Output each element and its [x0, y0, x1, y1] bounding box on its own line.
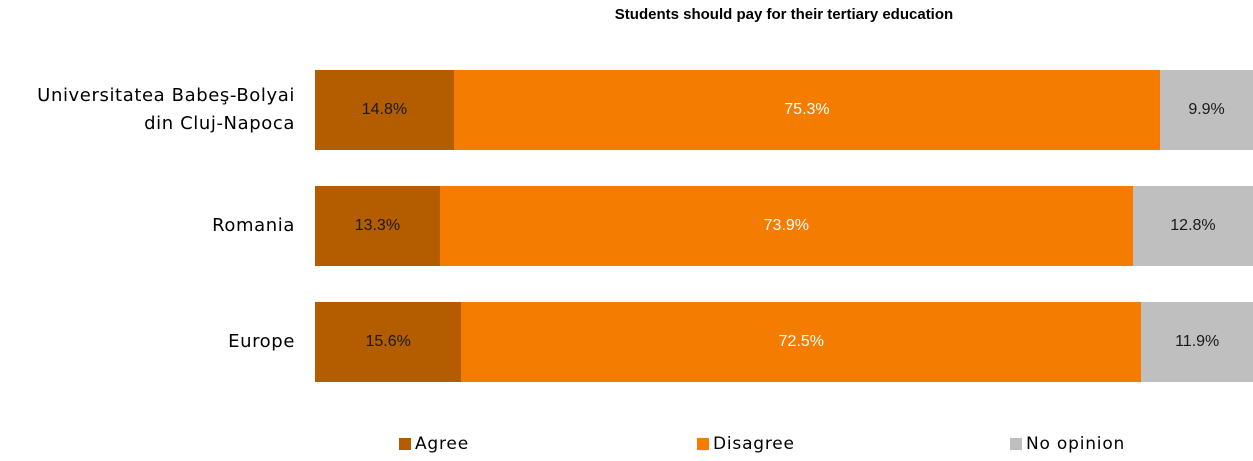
category-label-line: Europe — [228, 331, 295, 352]
data-label: 13.3% — [354, 217, 401, 234]
bar-segment-disagree — [453, 70, 1161, 150]
chart-title: Students should pay for their tertiary e… — [614, 6, 954, 23]
category-label: Romania — [212, 212, 295, 240]
bar-segment-agree — [315, 70, 454, 150]
data-label: 14.8% — [361, 101, 408, 118]
data-label: 12.8% — [1170, 217, 1216, 234]
data-label: 11.9% — [1175, 333, 1220, 350]
category-label-line: din Cluj-Napoca — [144, 113, 295, 134]
legend-label: No opinion — [1026, 434, 1126, 454]
bar-segment-agree — [315, 302, 462, 382]
data-label: 75.3% — [784, 101, 830, 118]
legend-swatch — [1010, 438, 1022, 450]
legend-swatch — [399, 438, 411, 450]
legend-item: Agree — [399, 432, 469, 456]
bar-segment-no-opinion — [1160, 70, 1253, 150]
bar-segment-no-opinion — [1141, 302, 1253, 382]
data-label: 72.5% — [778, 333, 825, 350]
bar-segment-disagree — [461, 302, 1142, 382]
bar-segment-agree — [315, 186, 440, 266]
legend-swatch — [697, 438, 709, 450]
legend: Agree Disagree No opinion — [0, 432, 1253, 456]
category-label-line: Romania — [212, 215, 295, 236]
bar-segment-no-opinion — [1132, 186, 1253, 266]
data-label: 73.9% — [763, 217, 810, 234]
legend-label: Agree — [415, 434, 469, 454]
category-label: Europe — [228, 328, 295, 356]
legend-label: Disagree — [713, 434, 795, 454]
category-label: Universitatea Babeş-Bolyai din Cluj-Napoc… — [37, 82, 295, 138]
bar-segment-disagree — [439, 186, 1133, 266]
data-label: 15.6% — [365, 333, 411, 350]
legend-item: No opinion — [1010, 432, 1125, 456]
category-label-line: Universitatea Babeş-Bolyai — [37, 85, 295, 106]
data-label: 9.9% — [1188, 101, 1225, 118]
legend-item: Disagree — [697, 432, 795, 456]
